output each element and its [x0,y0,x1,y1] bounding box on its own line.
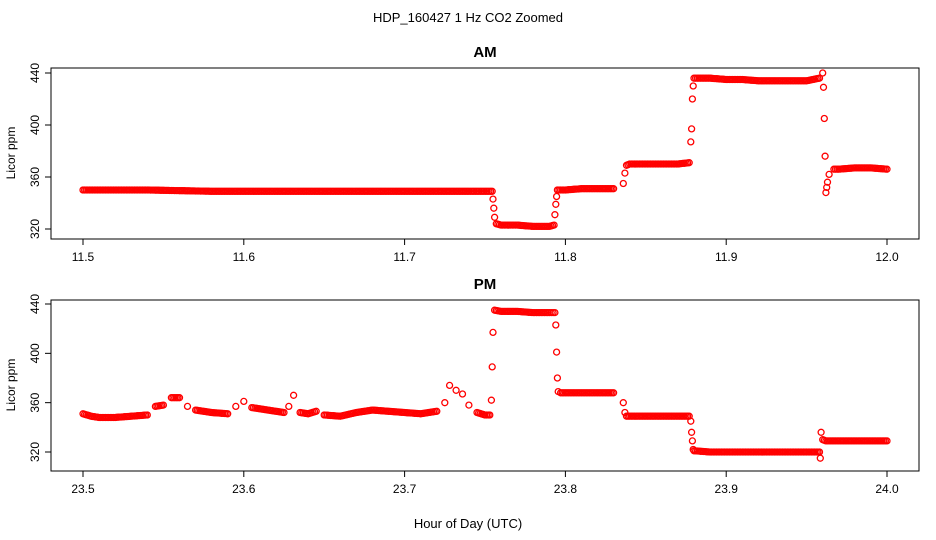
pm-data-point [143,411,151,419]
pm-data-point [445,381,454,390]
pm-x-tick-label: 23.9 [715,482,739,496]
pm-data-point [486,411,494,419]
am-data-point [621,169,629,177]
pm-data-point [285,402,293,411]
am-data-point [822,188,830,197]
pm-y-tick-label: 320 [28,442,42,462]
am-data-point [619,179,627,188]
am-data-point [490,204,498,212]
am-x-tick-label: 11.5 [72,250,95,264]
pm-panel-title: PM [474,276,497,293]
am-x-tick-label: 12.0 [875,250,899,264]
am-y-axis: 320 360 400 440 [28,63,52,239]
am-data-point [821,152,829,160]
am-data-point [823,183,831,192]
pm-x-tick-label: 23.6 [232,482,256,496]
am-data-point [551,211,559,219]
pm-data-point [458,390,467,398]
pm-plot-frame [50,299,920,472]
am-data-point [815,74,824,82]
am-x-tick-label: 11.9 [715,250,738,264]
pm-data-point [240,397,248,406]
am-y-axis-label: Licor ppm [4,127,18,180]
pm-data-point [609,389,618,397]
am-data-point [550,221,558,229]
pm-data-point [553,374,562,382]
pm-data-point [487,396,496,404]
am-data-point [688,95,697,103]
figure-x-axis-label: Hour of Day (UTC) [414,516,522,531]
am-data-point [488,187,496,195]
am-panel: AM Licor ppm 11.5 11.6 11.7 11.8 11.9 12.0 32… [4,44,920,264]
pm-data-point [441,399,449,407]
am-data-point [689,82,697,90]
pm-data-point [883,437,891,445]
pm-data-point [183,402,192,411]
pm-y-tick-label: 440 [28,294,42,314]
pm-data-point [465,401,473,409]
am-data-point [687,125,696,133]
pm-y-axis: 320 360 400 440 [28,294,52,462]
pm-data-point [232,402,240,411]
am-data-point [552,200,560,208]
am-plot-frame [50,67,920,240]
pm-y-tick-label: 400 [28,343,42,363]
am-x-tick-label: 11.7 [393,250,416,264]
pm-data-point [688,437,697,445]
pm-x-axis: 23.5 23.6 23.7 23.8 23.9 24.0 [71,470,899,496]
pm-data-point [159,401,168,409]
am-data-point [552,192,561,201]
am-y-tick-label: 320 [28,219,42,239]
pm-data-point [816,454,824,462]
pm-data-point [452,386,460,394]
pm-data-point [552,348,561,356]
am-x-tick-label: 11.8 [554,250,577,264]
pm-data-point [619,399,627,407]
am-data-point [825,170,833,179]
pm-data-points [79,306,891,462]
pm-data-point [175,394,184,402]
am-y-tick-label: 360 [28,167,42,187]
pm-data-point [433,407,441,415]
am-panel-title: AM [473,44,496,61]
am-data-point [489,195,497,203]
pm-data-point [552,321,560,329]
am-data-point [883,165,891,173]
pm-x-tick-label: 23.7 [393,482,417,496]
am-data-point [823,178,832,186]
am-data-point [819,69,827,77]
pm-data-point [280,408,288,417]
am-x-axis: 11.5 11.6 11.7 11.8 11.9 12.0 [72,238,899,264]
pm-data-point [312,407,320,415]
am-data-point [490,213,499,221]
pm-data-point [687,428,696,436]
pm-x-tick-label: 23.8 [554,482,578,496]
pm-panel: PM Licor ppm 23.5 23.6 23.7 23.8 23.9 24.0 32… [4,276,920,496]
am-y-tick-label: 400 [28,115,42,135]
pm-data-point [551,308,559,317]
am-data-point [819,83,828,91]
am-data-points [79,69,891,231]
pm-y-axis-label: Licor ppm [4,359,18,412]
pm-x-tick-label: 23.5 [71,482,95,496]
pm-data-point [687,417,695,425]
am-x-tick-label: 11.6 [233,250,256,264]
am-y-tick-label: 440 [28,63,42,83]
pm-data-point [817,428,825,436]
pm-data-point [224,410,232,418]
pm-data-point [289,391,298,399]
pm-x-tick-label: 24.0 [875,482,899,496]
am-data-point [687,138,695,146]
pm-data-point [488,363,496,371]
am-data-point [609,185,618,193]
figure-title: HDP_160427 1 Hz CO2 Zoomed [373,10,563,25]
am-data-point [685,159,693,167]
pm-data-point [489,328,497,337]
am-data-point [820,114,828,123]
pm-y-tick-label: 360 [28,392,42,412]
